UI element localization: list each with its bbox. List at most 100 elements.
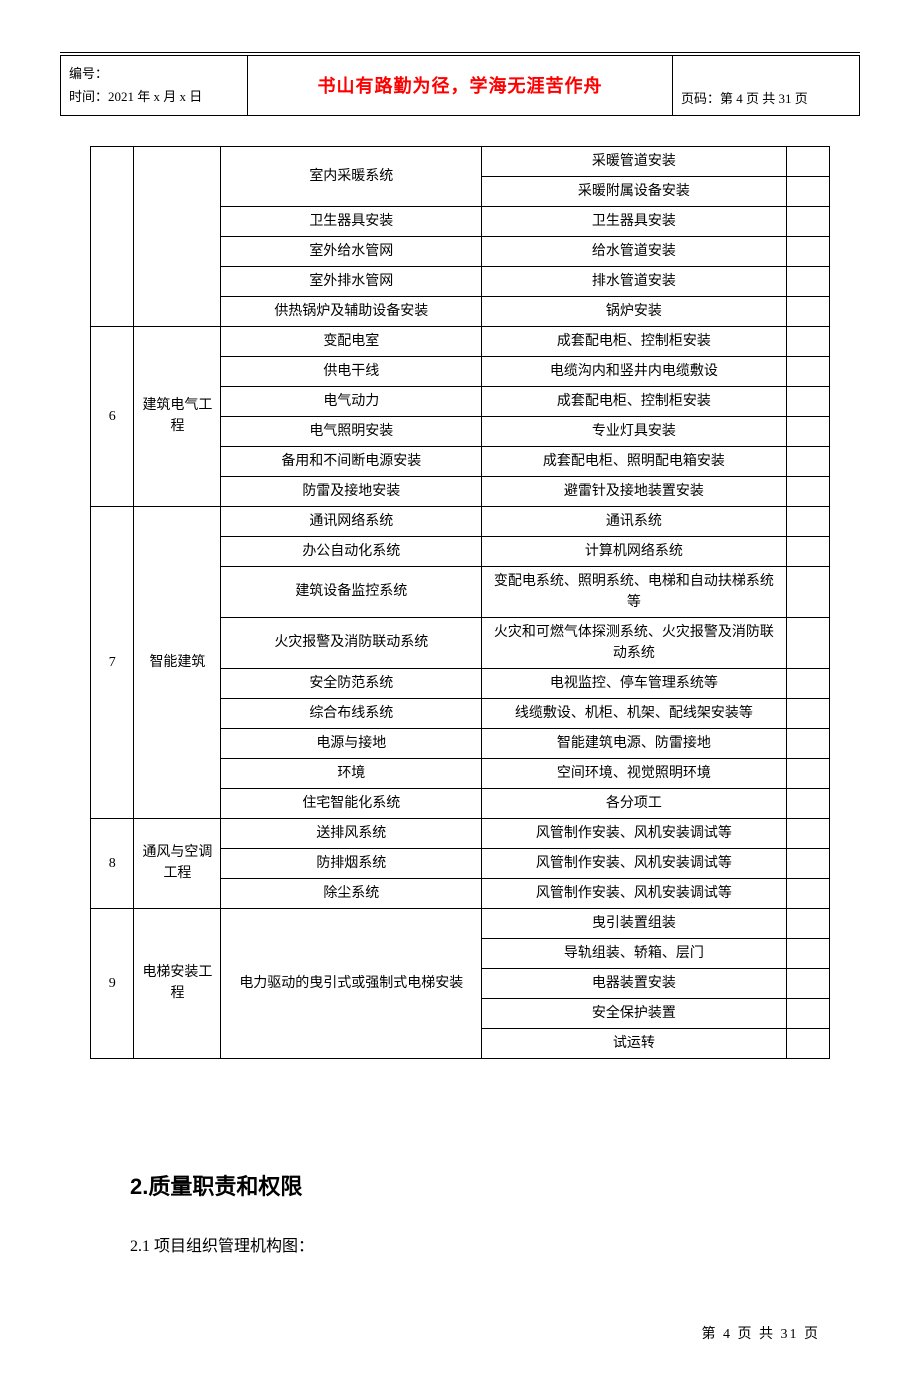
col-system: 防排烟系统 bbox=[221, 848, 482, 878]
col-system: 综合布线系统 bbox=[221, 698, 482, 728]
col-system: 供热锅炉及辅助设备安装 bbox=[221, 296, 482, 326]
col-tail bbox=[786, 356, 830, 386]
col-tail bbox=[786, 1028, 830, 1058]
col-tail bbox=[786, 506, 830, 536]
col-item: 采暖附属设备安装 bbox=[482, 176, 786, 206]
col-index: 6 bbox=[91, 326, 134, 506]
col-item: 锅炉安装 bbox=[482, 296, 786, 326]
header-number-label: 编号： bbox=[69, 62, 239, 85]
col-tail bbox=[786, 146, 830, 176]
col-item: 智能建筑电源、防雷接地 bbox=[482, 728, 786, 758]
col-item: 卫生器具安装 bbox=[482, 206, 786, 236]
col-system: 住宅智能化系统 bbox=[221, 788, 482, 818]
col-tail bbox=[786, 878, 830, 908]
col-tail bbox=[786, 668, 830, 698]
header-left: 编号： 时间：2021 年 x 月 x 日 bbox=[61, 56, 248, 115]
col-tail bbox=[786, 476, 830, 506]
col-system: 电气动力 bbox=[221, 386, 482, 416]
col-tail bbox=[786, 788, 830, 818]
col-item: 电缆沟内和竖井内电缆敷设 bbox=[482, 356, 786, 386]
col-tail bbox=[786, 908, 830, 938]
col-tail bbox=[786, 617, 830, 668]
table-row: 6建筑电气工程变配电室成套配电柜、控制柜安装 bbox=[91, 326, 830, 356]
col-item: 排水管道安装 bbox=[482, 266, 786, 296]
col-item: 计算机网络系统 bbox=[482, 536, 786, 566]
col-tail bbox=[786, 998, 830, 1028]
col-item: 采暖管道安装 bbox=[482, 146, 786, 176]
col-index: 9 bbox=[91, 908, 134, 1058]
table-row: 8通风与空调工程送排风系统风管制作安装、风机安装调试等 bbox=[91, 818, 830, 848]
header-page-label: 页码：第 4 页 共 31 页 bbox=[673, 56, 859, 115]
col-item: 给水管道安装 bbox=[482, 236, 786, 266]
col-item: 专业灯具安装 bbox=[482, 416, 786, 446]
table-row: 9电梯安装工程电力驱动的曳引式或强制式电梯安装曳引装置组装 bbox=[91, 908, 830, 938]
col-item: 风管制作安装、风机安装调试等 bbox=[482, 818, 786, 848]
col-tail bbox=[786, 698, 830, 728]
col-system: 室外排水管网 bbox=[221, 266, 482, 296]
col-system: 办公自动化系统 bbox=[221, 536, 482, 566]
col-system: 火灾报警及消防联动系统 bbox=[221, 617, 482, 668]
col-index: 8 bbox=[91, 818, 134, 908]
col-system: 送排风系统 bbox=[221, 818, 482, 848]
col-item: 变配电系统、照明系统、电梯和自动扶梯系统等 bbox=[482, 566, 786, 617]
header-page-text: 页码：第 4 页 共 31 页 bbox=[681, 88, 808, 107]
engineering-table: 室内采暖系统采暖管道安装采暖附属设备安装卫生器具安装卫生器具安装室外给水管网给水… bbox=[90, 146, 830, 1059]
col-system: 电力驱动的曳引式或强制式电梯安装 bbox=[221, 908, 482, 1058]
col-system: 电源与接地 bbox=[221, 728, 482, 758]
col-tail bbox=[786, 296, 830, 326]
header-date-label: 时间：2021 年 x 月 x 日 bbox=[69, 85, 239, 108]
col-tail bbox=[786, 386, 830, 416]
col-tail bbox=[786, 758, 830, 788]
col-category: 建筑电气工程 bbox=[134, 326, 221, 506]
col-item: 各分项工 bbox=[482, 788, 786, 818]
col-system: 防雷及接地安装 bbox=[221, 476, 482, 506]
col-system: 室外给水管网 bbox=[221, 236, 482, 266]
col-category: 通风与空调工程 bbox=[134, 818, 221, 908]
col-item: 成套配电柜、控制柜安装 bbox=[482, 386, 786, 416]
col-system: 变配电室 bbox=[221, 326, 482, 356]
col-tail bbox=[786, 236, 830, 266]
col-system: 室内采暖系统 bbox=[221, 146, 482, 206]
col-item: 电视监控、停车管理系统等 bbox=[482, 668, 786, 698]
col-system: 安全防范系统 bbox=[221, 668, 482, 698]
col-tail bbox=[786, 326, 830, 356]
col-item: 风管制作安装、风机安装调试等 bbox=[482, 848, 786, 878]
top-rule bbox=[60, 52, 860, 53]
col-item: 导轨组装、轿箱、层门 bbox=[482, 938, 786, 968]
header-center-motto: 书山有路勤为径，学海无涯苦作舟 bbox=[248, 56, 673, 115]
col-system: 备用和不间断电源安装 bbox=[221, 446, 482, 476]
col-item: 安全保护装置 bbox=[482, 998, 786, 1028]
col-tail bbox=[786, 566, 830, 617]
col-item: 火灾和可燃气体探测系统、火灾报警及消防联动系统 bbox=[482, 617, 786, 668]
col-system: 建筑设备监控系统 bbox=[221, 566, 482, 617]
col-index bbox=[91, 146, 134, 326]
col-system: 卫生器具安装 bbox=[221, 206, 482, 236]
col-index: 7 bbox=[91, 506, 134, 818]
body-line: 2.1 项目组织管理机构图： bbox=[130, 1231, 860, 1263]
col-tail bbox=[786, 206, 830, 236]
col-item: 曳引装置组装 bbox=[482, 908, 786, 938]
col-tail bbox=[786, 416, 830, 446]
col-item: 电器装置安装 bbox=[482, 968, 786, 998]
col-item: 风管制作安装、风机安装调试等 bbox=[482, 878, 786, 908]
col-tail bbox=[786, 728, 830, 758]
table-row: 室内采暖系统采暖管道安装 bbox=[91, 146, 830, 176]
col-category: 电梯安装工程 bbox=[134, 908, 221, 1058]
col-tail bbox=[786, 446, 830, 476]
col-item: 试运转 bbox=[482, 1028, 786, 1058]
page-footer: 第 4 页 共 31 页 bbox=[60, 1323, 860, 1343]
col-item: 避雷针及接地装置安装 bbox=[482, 476, 786, 506]
col-system: 除尘系统 bbox=[221, 878, 482, 908]
col-item: 成套配电柜、照明配电箱安装 bbox=[482, 446, 786, 476]
header-box: 编号： 时间：2021 年 x 月 x 日 书山有路勤为径，学海无涯苦作舟 页码… bbox=[60, 55, 860, 116]
col-item: 空间环境、视觉照明环境 bbox=[482, 758, 786, 788]
section-heading: 2.质量职责和权限 bbox=[130, 1169, 860, 1201]
table-row: 7智能建筑通讯网络系统通讯系统 bbox=[91, 506, 830, 536]
col-item: 成套配电柜、控制柜安装 bbox=[482, 326, 786, 356]
col-category bbox=[134, 146, 221, 326]
col-category: 智能建筑 bbox=[134, 506, 221, 818]
col-system: 电气照明安装 bbox=[221, 416, 482, 446]
col-item: 线缆敷设、机柜、机架、配线架安装等 bbox=[482, 698, 786, 728]
col-tail bbox=[786, 848, 830, 878]
col-tail bbox=[786, 938, 830, 968]
